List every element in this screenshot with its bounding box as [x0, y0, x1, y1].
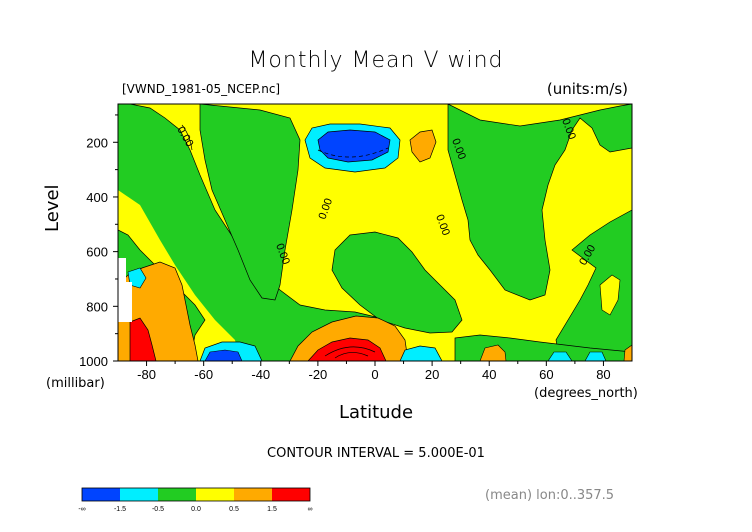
- colorbar-swatch: [82, 488, 120, 501]
- green-region-northern: [447, 104, 632, 301]
- footer-note: (mean) lon:0..357.5: [485, 488, 615, 503]
- colorbar-label: 1.5: [267, 506, 277, 513]
- y-tick-label: 1000: [79, 354, 108, 369]
- colorbar-frame: [81, 487, 311, 502]
- colorbar-swatch: [234, 488, 272, 501]
- colorbar-label: -∞: [78, 506, 85, 513]
- contour-south-upper: [181, 124, 193, 151]
- x-tick-label: 20: [425, 367, 439, 382]
- x-axis-unit: (degrees_north): [534, 386, 638, 401]
- x-tick-label: -60: [194, 367, 213, 382]
- y-tick-label: 800: [86, 299, 108, 314]
- file-label: [VWND_1981-05_NCEP.nc]: [122, 82, 281, 96]
- y-tick-label: 400: [86, 190, 108, 205]
- missing-data-block: [118, 258, 126, 322]
- orange-cell-surface-north: [479, 344, 507, 361]
- colorbar-label: -1.5: [114, 506, 126, 513]
- blue-core-upper-tropics: [317, 129, 391, 163]
- x-tick-label: 60: [539, 367, 553, 382]
- colorbar: -∞ -1.5 -0.5 0.0 0.5 1.5 ∞: [78, 487, 313, 513]
- colorbar-swatch: [272, 488, 310, 501]
- cyan-cell-surface-north-2: [584, 351, 607, 361]
- x-tick-label: 80: [596, 367, 610, 382]
- missing-data-block: [126, 282, 132, 322]
- x-tick-label: 0: [371, 367, 378, 382]
- y-tick-label: 200: [86, 135, 108, 150]
- y-tick-label: 600: [86, 245, 108, 260]
- yellow-inset-northern-lower: [599, 274, 621, 316]
- orange-cell-far-north: [623, 344, 632, 361]
- colorbar-label: 0.5: [229, 506, 239, 513]
- colorbar-swatch: [158, 488, 196, 501]
- red-region-high-south: [129, 317, 157, 361]
- y-axis-unit: (millibar): [46, 376, 105, 391]
- x-tick-label: -20: [308, 367, 327, 382]
- y-axis: 200 400 600 800 1000: [79, 114, 118, 369]
- x-tick-label: -40: [251, 367, 270, 382]
- contour-red-inner-2: [334, 352, 369, 359]
- colorbar-label: ∞: [308, 506, 313, 513]
- colorbar-swatch: [120, 488, 158, 501]
- orange-cell-upper-tropics: [409, 129, 437, 163]
- x-tick-label: -80: [137, 367, 156, 382]
- contour-red-inner: [324, 346, 376, 357]
- colorbar-swatch: [196, 488, 234, 501]
- contour-dashed-upper: [317, 147, 389, 158]
- blue-core-surface-south: [204, 349, 243, 361]
- colorbar-label: 0.0: [191, 506, 201, 513]
- y-axis-label: Level: [42, 184, 63, 232]
- green-region-tropics-midlevel: [331, 231, 463, 334]
- x-tick-label: 40: [482, 367, 496, 382]
- colorbar-label: -0.5: [152, 506, 164, 513]
- units-label: (units:m/s): [546, 80, 628, 98]
- x-axis-label: Latitude: [338, 402, 414, 423]
- contour-fill: [118, 104, 632, 361]
- green-region-upper-south: [199, 104, 301, 301]
- chart-title: Monthly Mean V wind: [248, 48, 504, 73]
- x-axis: -80 -60 -40 -20 0 20 40 60 80: [137, 361, 611, 382]
- cyan-cell-surface-tropics: [399, 345, 443, 361]
- contour-interval-note: CONTOUR INTERVAL = 5.000E-01: [267, 446, 485, 461]
- cyan-cell-surface-north-1: [547, 351, 573, 361]
